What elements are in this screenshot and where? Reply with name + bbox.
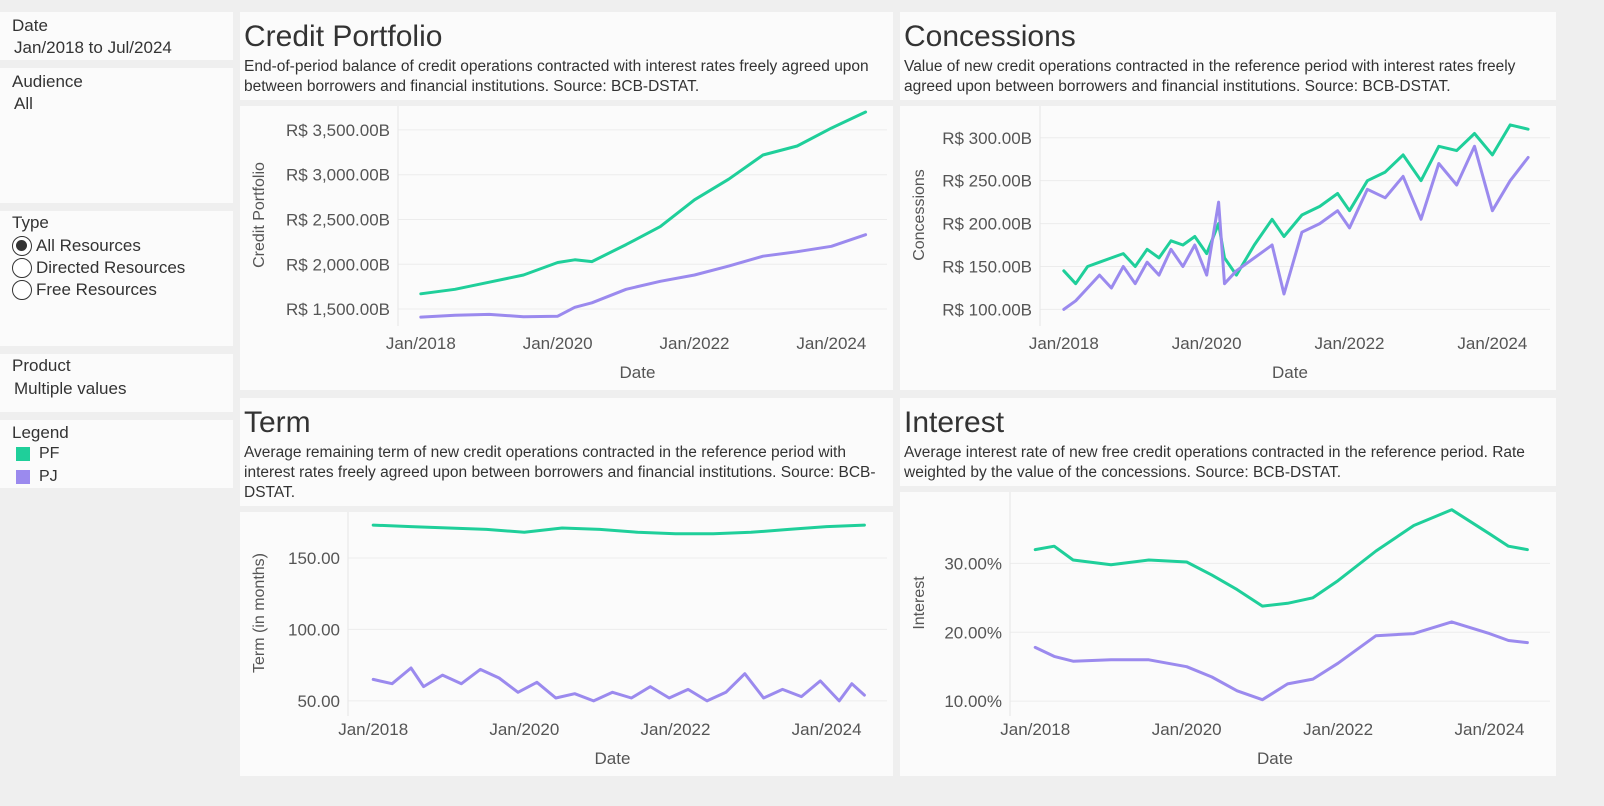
series-line-pj[interactable]: [1033, 620, 1529, 702]
series-line-pf[interactable]: [371, 523, 866, 536]
series-line-pj[interactable]: [419, 233, 868, 319]
legend-swatch-icon: [16, 470, 30, 484]
term-description: Average remaining term of new credit ope…: [244, 444, 876, 501]
y-axis-label: Interest: [911, 576, 928, 630]
x-tick-label: Jan/2022: [1303, 720, 1373, 739]
credit-header: Credit Portfolio End-of-period balance o…: [240, 12, 893, 100]
x-tick-label: Jan/2020: [489, 720, 559, 739]
concessions-header: Concessions Value of new credit operatio…: [900, 12, 1556, 100]
y-tick-label: R$ 3,500.00B: [286, 121, 390, 140]
x-tick-label: Jan/2022: [640, 720, 710, 739]
y-axis-label: Term (in months): [251, 553, 268, 673]
term-chart-card: 50.00 100.00 150.00 Jan/2018 Jan/2020 Jan/202…: [240, 512, 893, 776]
type-option-all-resources[interactable]: All Resources: [12, 236, 141, 256]
y-axis-label: Concessions: [911, 169, 928, 261]
x-axis-label: Date: [1257, 749, 1293, 768]
type-option-free-resources[interactable]: Free Resources: [12, 280, 157, 300]
term-header: Term Average remaining term of new credi…: [240, 398, 893, 506]
filter-audience[interactable]: Audience All: [0, 68, 233, 203]
y-tick-label: R$ 2,000.00B: [286, 255, 390, 274]
legend-card: Legend PF PJ: [0, 420, 233, 488]
legend-label: Legend: [12, 423, 69, 442]
y-tick-label: 50.00: [297, 692, 340, 711]
radio-selected-icon[interactable]: [12, 236, 32, 256]
y-tick-label: R$ 100.00B: [942, 300, 1032, 319]
x-tick-label: Jan/2018: [386, 334, 456, 353]
x-tick-label: Jan/2022: [1315, 334, 1385, 353]
series-line-pf[interactable]: [1062, 123, 1530, 286]
x-tick-label: Jan/2024: [1457, 334, 1527, 353]
series-line-pj[interactable]: [371, 666, 866, 703]
concessions-chart[interactable]: R$ 100.00B R$ 150.00B R$ 200.00B R$ 250.00B…: [900, 106, 1556, 390]
x-tick-label: Jan/2018: [1000, 720, 1070, 739]
term-chart[interactable]: 50.00 100.00 150.00 Jan/2018 Jan/2020 Jan/202…: [240, 512, 893, 776]
credit-chart-card: R$ 1,500.00B R$ 2,000.00B R$ 2,500.00B R$ 3…: [240, 106, 893, 390]
y-axis-label: Credit Portfolio: [251, 162, 268, 268]
filter-product-label: Product: [12, 356, 71, 375]
type-option-label: Directed Resources: [36, 258, 186, 277]
radio-unselected-icon[interactable]: [12, 258, 32, 278]
filter-audience-value[interactable]: All: [14, 94, 33, 113]
x-axis-label: Date: [620, 363, 656, 382]
legend-item-label: PF: [39, 445, 60, 462]
x-tick-label: Jan/2020: [1152, 720, 1222, 739]
type-option-directed-resources[interactable]: Directed Resources: [12, 258, 185, 278]
x-tick-label: Jan/2024: [796, 334, 866, 353]
filter-date-label: Date: [12, 16, 48, 35]
term-title: Term: [244, 406, 311, 439]
legend-item-label: PJ: [39, 468, 58, 485]
filter-date[interactable]: Date Jan/2018 to Jul/2024: [0, 12, 233, 60]
credit-chart[interactable]: R$ 1,500.00B R$ 2,000.00B R$ 2,500.00B R$ 3…: [240, 106, 893, 390]
x-tick-label: Jan/2018: [338, 720, 408, 739]
interest-header: Interest Average interest rate of new fr…: [900, 398, 1556, 486]
concessions-chart-card: R$ 100.00B R$ 150.00B R$ 200.00B R$ 250.00B…: [900, 106, 1556, 390]
filter-date-value[interactable]: Jan/2018 to Jul/2024: [14, 38, 172, 57]
y-tick-label: R$ 250.00B: [942, 172, 1032, 191]
legend-item-pf[interactable]: PF: [16, 445, 59, 463]
legend-item-pj[interactable]: PJ: [16, 468, 58, 486]
x-axis-label: Date: [1272, 363, 1308, 382]
interest-description: Average interest rate of new free credit…: [904, 444, 1525, 481]
interest-title: Interest: [904, 406, 1005, 439]
type-option-label: All Resources: [36, 236, 141, 255]
y-tick-label: R$ 2,500.00B: [286, 210, 390, 229]
radio-unselected-icon[interactable]: [12, 280, 32, 300]
y-tick-label: R$ 200.00B: [942, 215, 1032, 234]
credit-description: End-of-period balance of credit operatio…: [244, 58, 869, 95]
y-tick-label: R$ 1,500.00B: [286, 300, 390, 319]
concessions-description: Value of new credit operations contracte…: [904, 58, 1516, 95]
y-tick-label: 30.00%: [944, 554, 1002, 573]
filter-product-value[interactable]: Multiple values: [14, 379, 127, 398]
filter-type-label: Type: [12, 213, 49, 232]
filter-type: Type All Resources Directed Resources Fr…: [0, 211, 233, 346]
x-tick-label: Jan/2020: [523, 334, 593, 353]
filter-product[interactable]: Product Multiple values: [0, 354, 233, 412]
legend-swatch-icon: [16, 447, 30, 461]
concessions-title: Concessions: [904, 20, 1076, 53]
filter-audience-label: Audience: [12, 72, 83, 91]
x-tick-label: Jan/2024: [1455, 720, 1525, 739]
interest-chart[interactable]: 10.00% 20.00% 30.00% Jan/2018 Jan/2020 Jan/20…: [900, 492, 1556, 776]
x-tick-label: Jan/2022: [660, 334, 730, 353]
y-tick-label: R$ 150.00B: [942, 258, 1032, 277]
y-tick-label: 150.00: [288, 549, 340, 568]
series-line-pj[interactable]: [1062, 144, 1530, 311]
y-tick-label: R$ 3,000.00B: [286, 166, 390, 185]
interest-chart-card: 10.00% 20.00% 30.00% Jan/2018 Jan/2020 Jan/20…: [900, 492, 1556, 776]
y-tick-label: 20.00%: [944, 623, 1002, 642]
y-tick-label: 100.00: [288, 620, 340, 639]
x-tick-label: Jan/2018: [1029, 334, 1099, 353]
x-tick-label: Jan/2024: [792, 720, 862, 739]
type-option-label: Free Resources: [36, 280, 157, 299]
series-line-pf[interactable]: [419, 110, 868, 296]
y-tick-label: R$ 300.00B: [942, 129, 1032, 148]
credit-title: Credit Portfolio: [244, 20, 443, 53]
series-line-pf[interactable]: [1033, 508, 1529, 608]
x-axis-label: Date: [595, 749, 631, 768]
x-tick-label: Jan/2020: [1172, 334, 1242, 353]
y-tick-label: 10.00%: [944, 692, 1002, 711]
